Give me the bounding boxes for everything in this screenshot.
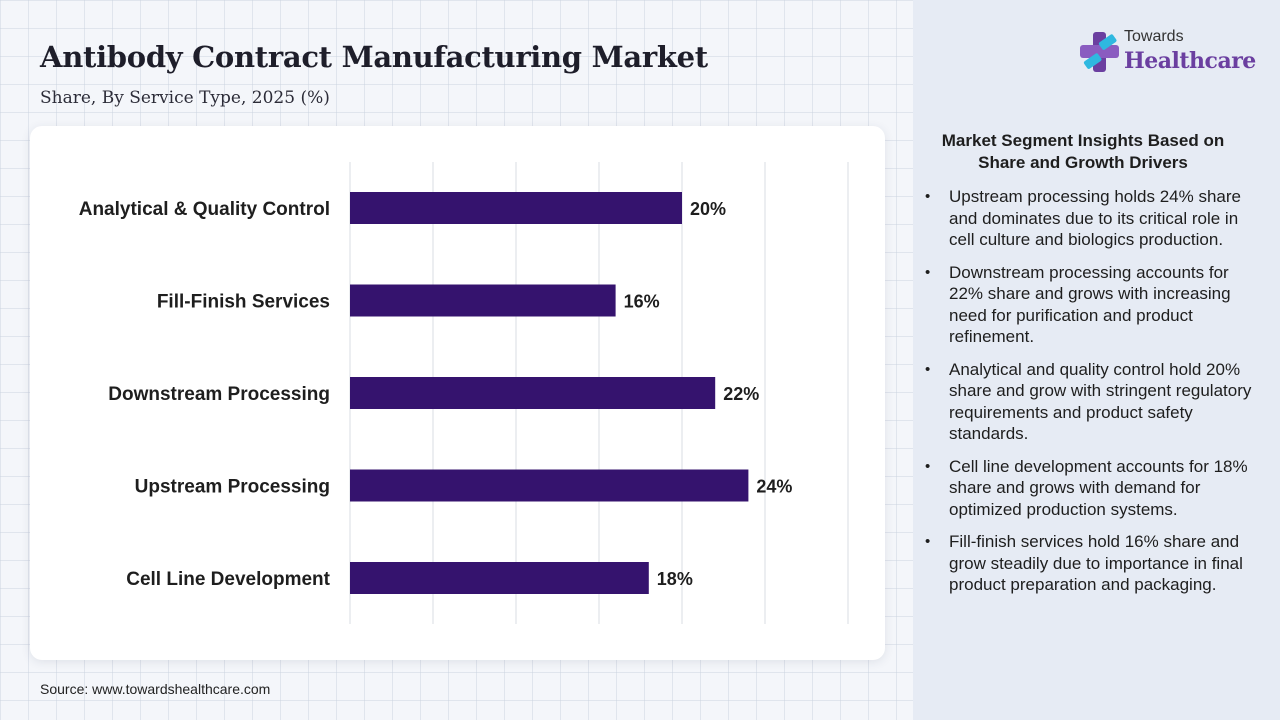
category-label: Downstream Processing bbox=[108, 384, 330, 405]
insights-title: Market Segment Insights Based on Share a… bbox=[941, 131, 1225, 172]
page-title: Antibody Contract Manufacturing Market bbox=[40, 40, 708, 74]
insights-list: • Upstream processing holds 24% share and… bbox=[920, 186, 1260, 607]
bar bbox=[350, 284, 616, 317]
category-label: Upstream Processing bbox=[135, 477, 330, 498]
insights-panel bbox=[913, 0, 1280, 720]
category-label: Fill-Finish Services bbox=[157, 292, 330, 313]
insight-item: • Fill-finish services hold 16% share and… bbox=[925, 532, 1243, 594]
insight-item: • Cell line development accounts for 18% … bbox=[925, 456, 1248, 519]
bullet-icon: • bbox=[925, 263, 931, 281]
bar-value-label: 16% bbox=[624, 292, 660, 312]
bar bbox=[350, 469, 749, 502]
bar-value-label: 18% bbox=[657, 569, 693, 589]
insight-item: • Downstream processing accounts for 22% … bbox=[925, 262, 1231, 347]
logo-text-towards: Towards bbox=[1124, 28, 1184, 45]
bar-chart: Analytical & Quality Control 20% Fill-Fini… bbox=[79, 162, 849, 624]
category-label: Analytical & Quality Control bbox=[79, 199, 330, 220]
bar bbox=[350, 192, 682, 224]
bar bbox=[350, 377, 716, 409]
bullet-icon: • bbox=[925, 188, 931, 205]
bar-value-label: 22% bbox=[723, 384, 759, 404]
source-note: Source: www.towardshealthcare.com bbox=[40, 681, 271, 697]
insight-item: • Upstream processing holds 24% share and… bbox=[925, 187, 1241, 249]
bullet-icon: • bbox=[925, 457, 931, 475]
bar bbox=[350, 562, 649, 594]
chart-card: Analytical & Quality Control 20% Fill-Fini… bbox=[30, 126, 885, 660]
category-label: Cell Line Development bbox=[126, 569, 330, 590]
medical-cross-icon bbox=[1080, 32, 1119, 72]
bar-value-label: 24% bbox=[756, 477, 792, 497]
bullet-icon: • bbox=[925, 360, 931, 378]
bullet-icon: • bbox=[925, 533, 931, 550]
page-subtitle: Share, By Service Type, 2025 (%) bbox=[40, 88, 330, 108]
bar-value-label: 20% bbox=[690, 199, 726, 219]
insight-item: • Analytical and quality control hold 20%… bbox=[925, 359, 1252, 444]
towards-healthcare-logo: Towards Healthcare bbox=[1080, 28, 1260, 78]
logo-text-healthcare: Healthcare bbox=[1124, 48, 1256, 74]
